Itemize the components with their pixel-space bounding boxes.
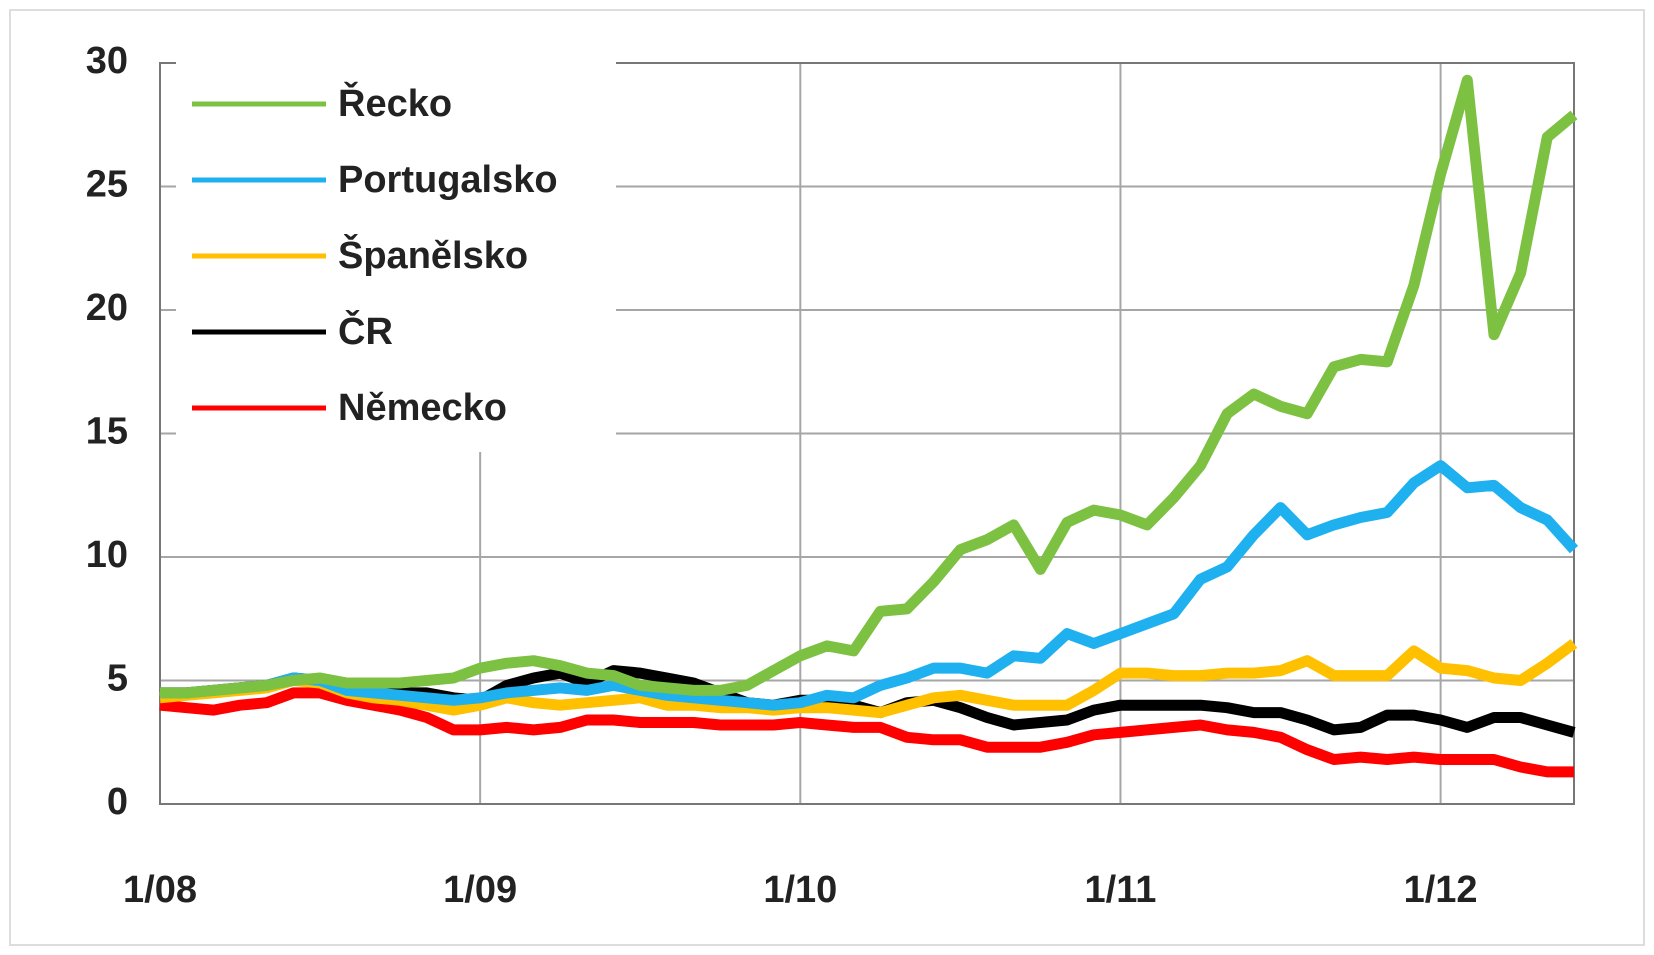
line-series	[159, 687, 1574, 778]
line-series	[160, 74, 1578, 699]
y-tick-label: 5	[107, 658, 128, 700]
legend-label: Řecko	[338, 81, 452, 125]
y-tick-label: 30	[86, 40, 128, 82]
x-tick-label: 1/09	[443, 869, 517, 911]
legend-label: ČR	[338, 308, 393, 353]
legend-label: Portugalsko	[338, 159, 558, 201]
y-tick-label: 10	[86, 534, 128, 576]
line-series	[160, 460, 1579, 711]
x-tick-label: 1/10	[763, 869, 837, 911]
y-tick-label: 15	[86, 411, 128, 453]
plot-border	[159, 62, 1575, 805]
y-tick-label: 20	[86, 287, 128, 329]
x-tick-label: 1/11	[1085, 869, 1157, 911]
y-tick-label: 0	[107, 781, 128, 823]
x-tick-label: 1/08	[123, 869, 197, 911]
y-tick-label: 25	[86, 164, 128, 206]
x-tick-label: 1/12	[1404, 869, 1478, 911]
legend-label: Německo	[338, 387, 507, 429]
legend-label: Španělsko	[338, 232, 528, 277]
